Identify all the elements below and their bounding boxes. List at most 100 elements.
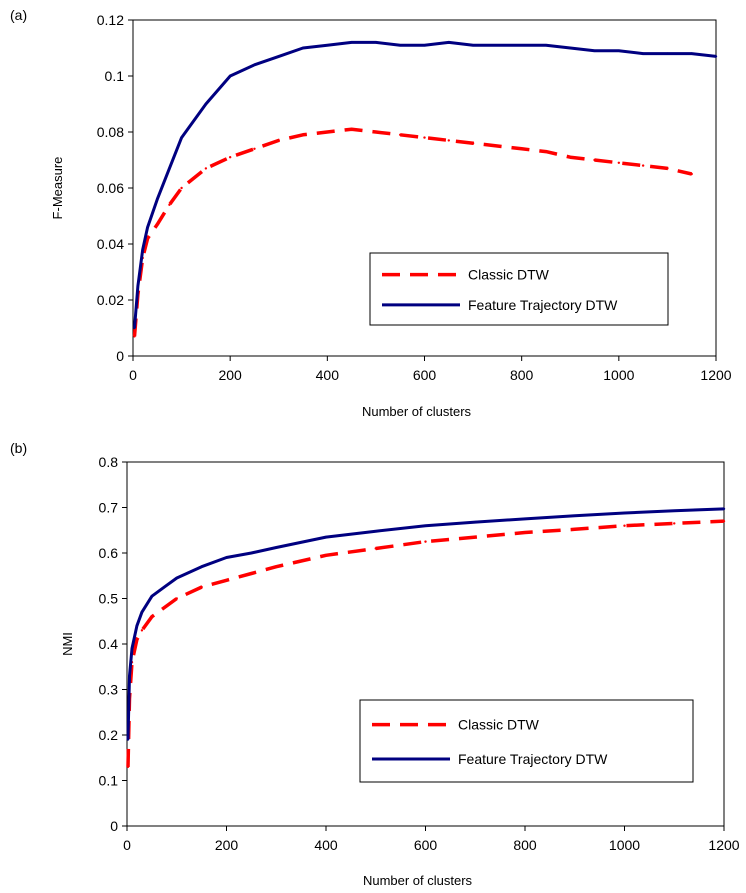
data-point	[141, 248, 144, 251]
x-tick-label: 800	[513, 837, 537, 853]
legend-box	[369, 252, 669, 326]
data-point	[690, 52, 693, 55]
data-point	[225, 556, 228, 559]
data-point	[593, 49, 596, 52]
data-point	[623, 524, 626, 527]
data-point	[175, 576, 178, 580]
data-point	[130, 647, 134, 650]
x-tick-label: 400	[314, 837, 338, 853]
data-point	[133, 326, 136, 330]
data-point	[617, 49, 621, 52]
data-point	[424, 524, 427, 527]
data-point	[471, 142, 475, 145]
data-point	[423, 136, 426, 139]
x-tick-label: 1200	[700, 367, 731, 383]
panel-label: (b)	[10, 440, 27, 456]
data-point	[399, 44, 402, 47]
x-axis-label: Number of clusters	[362, 404, 472, 419]
data-point	[690, 172, 693, 176]
data-point	[722, 507, 726, 511]
data-point	[569, 156, 572, 159]
data-point	[301, 133, 305, 136]
y-tick-label: 0.7	[99, 500, 119, 516]
data-point	[200, 565, 203, 568]
data-point	[163, 585, 166, 589]
data-point	[253, 147, 256, 150]
data-point	[447, 41, 450, 44]
data-point	[374, 41, 378, 44]
data-point	[544, 150, 548, 153]
y-axis-label: NMI	[60, 632, 75, 656]
x-tick-label: 600	[413, 367, 437, 383]
x-tick-label: 1000	[603, 367, 634, 383]
x-tick-label: 600	[414, 837, 438, 853]
data-point	[146, 237, 149, 240]
data-point	[569, 46, 572, 50]
data-point	[168, 203, 171, 206]
data-point	[253, 63, 256, 66]
data-point	[544, 44, 548, 47]
y-tick-label: 0	[116, 348, 124, 364]
y-tick-label: 0.2	[99, 727, 119, 743]
data-point	[496, 44, 499, 47]
data-point	[180, 136, 183, 139]
data-point	[714, 55, 718, 58]
y-tick-label: 0.1	[105, 68, 125, 84]
y-tick-label: 0.12	[97, 12, 124, 28]
data-point	[140, 610, 144, 614]
x-tick-label: 0	[129, 367, 137, 383]
data-point	[424, 540, 427, 543]
data-point	[250, 572, 253, 575]
data-point	[126, 765, 130, 769]
data-point	[641, 164, 645, 167]
data-point	[623, 511, 626, 515]
data-point	[673, 522, 676, 525]
data-point	[523, 517, 527, 521]
data-point	[163, 606, 166, 609]
data-point	[228, 74, 232, 78]
series-line-0	[132, 127, 693, 337]
data-point	[666, 167, 669, 170]
y-axis-label: F-Measure	[50, 157, 65, 220]
data-point	[324, 535, 328, 539]
x-tick-label: 400	[316, 367, 340, 383]
legend-box	[359, 699, 694, 783]
data-point	[374, 130, 378, 134]
legend: Classic DTW Feature Trajectory DTW	[359, 699, 694, 783]
data-point	[180, 186, 183, 190]
y-tick-label: 0.6	[99, 545, 119, 561]
data-point	[126, 738, 130, 741]
data-point	[156, 223, 159, 226]
data-point	[228, 156, 232, 159]
y-tick-label: 0.04	[97, 236, 124, 252]
y-tick-label: 0.5	[99, 591, 119, 607]
data-point	[136, 284, 140, 288]
data-point	[204, 102, 208, 106]
data-point	[168, 167, 171, 170]
data-point	[277, 139, 280, 142]
chart-panel-1: (b) 0 0.1 0.2 0.3 0.4 0.5 0.6 0.7 0.8 0 200 400 600 80…	[10, 440, 740, 888]
data-point	[471, 44, 475, 47]
data-point	[150, 615, 154, 618]
y-tick-label: 0.1	[99, 773, 119, 789]
data-point	[641, 52, 645, 55]
data-point	[140, 629, 144, 632]
data-point	[399, 133, 402, 136]
data-point	[523, 531, 527, 534]
x-axis-label: Number of clusters	[363, 873, 473, 888]
panel-label: (a)	[10, 7, 27, 23]
y-tick-label: 0	[110, 818, 118, 834]
data-point	[175, 597, 178, 600]
data-point	[133, 335, 136, 338]
data-point	[146, 226, 149, 229]
data-point	[275, 565, 278, 568]
data-point	[326, 130, 329, 134]
data-point	[326, 44, 329, 47]
data-point	[474, 535, 477, 539]
data-point	[666, 52, 669, 55]
data-point	[156, 198, 159, 201]
x-tick-label: 1200	[708, 837, 739, 853]
data-point	[474, 520, 477, 524]
x-tick-label: 200	[218, 367, 242, 383]
